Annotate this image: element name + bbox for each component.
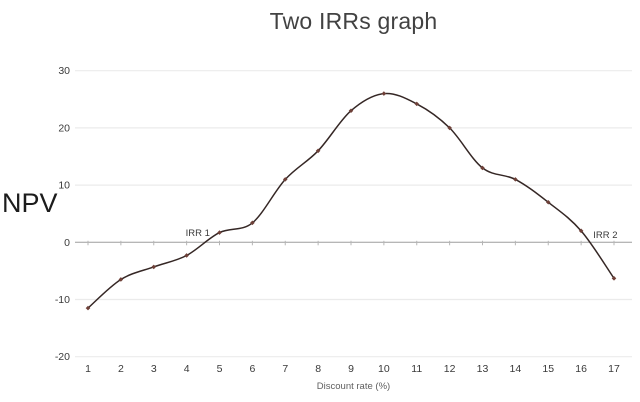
data-point-marker — [480, 165, 485, 171]
data-point-marker — [184, 253, 189, 258]
chart-title: Two IRRs graph — [269, 8, 438, 34]
x-tick-label: 4 — [184, 363, 190, 375]
data-point-marker — [611, 276, 617, 281]
x-tick-label: 9 — [348, 363, 354, 375]
irr2-annotation: IRR 2 — [593, 230, 617, 241]
data-point-marker — [348, 108, 354, 114]
data-point-marker — [85, 305, 91, 311]
x-tick-label: 1 — [85, 363, 91, 375]
data-point-marker — [151, 264, 157, 270]
x-tick-label: 2 — [118, 363, 124, 375]
zero-axis — [75, 240, 632, 246]
data-point-marker — [315, 148, 321, 154]
y-tick-label: 0 — [64, 237, 70, 249]
y-tick-labels: 30 20 10 0 -10 -20 — [55, 65, 70, 363]
data-point-marker — [217, 230, 222, 235]
data-point-marker — [545, 199, 551, 205]
x-tick-label: 7 — [282, 363, 288, 375]
x-tick-label: 8 — [315, 363, 321, 375]
x-tick-label: 5 — [217, 363, 223, 375]
x-tick-label: 17 — [608, 363, 620, 375]
y-axis-title: NPV — [2, 188, 58, 218]
x-tick-label: 12 — [444, 363, 456, 375]
x-tick-labels: 1 2 3 4 5 6 7 8 9 10 11 12 13 14 15 16 17 — [85, 363, 620, 375]
x-tick-label: 6 — [249, 363, 255, 375]
data-point-marker — [282, 177, 288, 182]
irr1-annotation: IRR 1 — [186, 228, 210, 239]
data-point-marker — [381, 91, 387, 96]
data-point-marker — [118, 277, 124, 282]
data-point-markers — [85, 91, 617, 311]
data-point-marker — [414, 101, 420, 107]
data-point-marker — [513, 177, 518, 182]
x-tick-label: 16 — [575, 363, 587, 375]
x-tick-label: 14 — [510, 363, 522, 375]
x-tick-label: 13 — [477, 363, 489, 375]
y-tick-label: 20 — [58, 122, 70, 134]
x-axis-title: Discount rate (%) — [317, 381, 390, 392]
x-tick-label: 11 — [411, 363, 422, 375]
y-tick-label: -20 — [55, 351, 70, 363]
data-point-marker — [250, 220, 255, 226]
npv-curve-line — [87, 92, 615, 309]
gridlines — [75, 70, 632, 358]
y-tick-label: -10 — [55, 294, 70, 306]
data-point-marker — [447, 125, 452, 131]
x-tick-label: 15 — [542, 363, 554, 375]
x-tick-label: 3 — [151, 363, 157, 375]
data-point-marker — [578, 228, 584, 234]
x-tick-label: 10 — [378, 363, 390, 375]
y-tick-label: 30 — [58, 65, 70, 77]
y-tick-label: 10 — [58, 180, 70, 192]
